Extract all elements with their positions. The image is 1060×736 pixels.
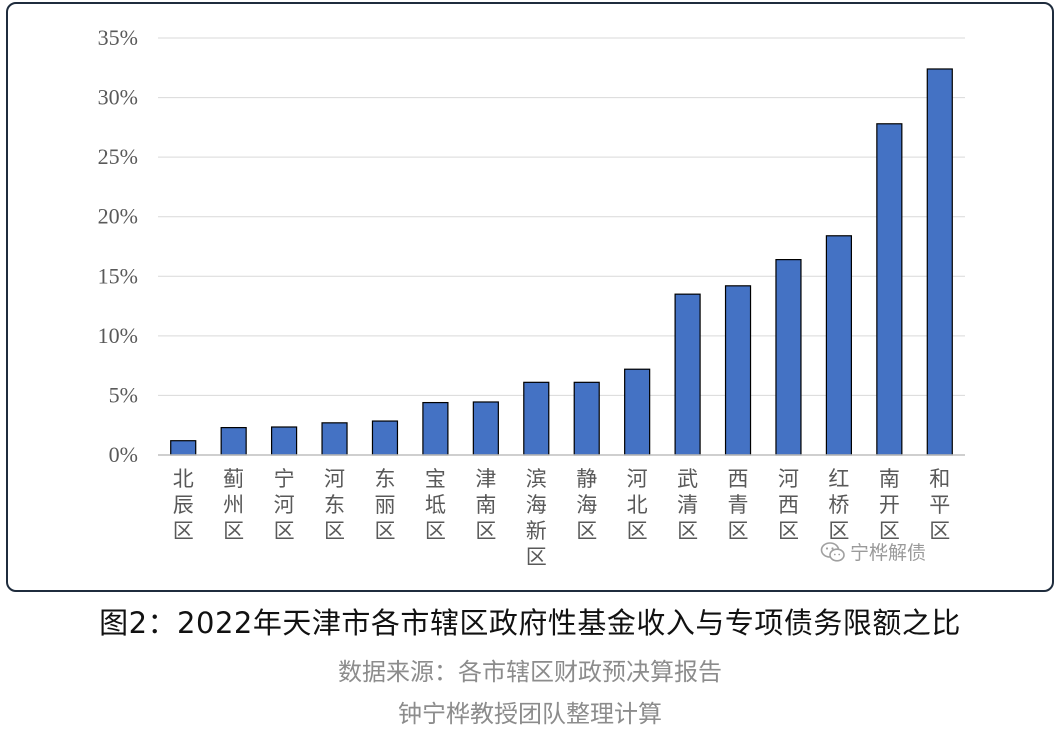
bar: [321, 422, 348, 456]
bar: [825, 235, 853, 456]
y-axis-ticks: 0% 5% 10% 15% 20% 25% 30% 35%: [98, 25, 138, 467]
x-axis-categories: 北辰区 蓟州区 宁河区 河东区 东丽区 宝坻区 津南区 滨海新区 静海区 河北区 武清区 西青区 河西区…: [173, 467, 951, 569]
x-category-label: 河东区: [324, 467, 345, 543]
x-category-label: 武清区: [677, 467, 698, 543]
y-tick-label: 10%: [98, 323, 138, 348]
x-category-label: 河西区: [778, 467, 799, 543]
bar: [674, 293, 701, 456]
x-category-label: 南开区: [879, 467, 900, 543]
x-category-label: 红桥区: [828, 467, 849, 543]
x-category-label: 蓟州区: [223, 467, 244, 543]
x-category-label: 和平区: [929, 467, 950, 543]
y-tick-label: 5%: [109, 382, 138, 407]
bar: [220, 426, 247, 456]
x-category-label: 西青区: [728, 467, 749, 543]
x-category-label: 宝坻区: [425, 467, 446, 543]
x-category-label: 静海区: [576, 467, 597, 543]
wechat-icon: [820, 541, 845, 562]
y-tick-label: 25%: [98, 144, 138, 169]
x-category-label: 滨海新区: [526, 467, 547, 569]
y-tick-label: 30%: [98, 85, 138, 110]
y-tick-label: 35%: [98, 25, 138, 50]
bar: [724, 285, 752, 456]
watermark: 宁桦解债: [820, 538, 926, 565]
bar: [624, 368, 651, 456]
bars: [170, 68, 953, 456]
figure-caption-source: 数据来源：各市辖区财政预决算报告: [338, 658, 722, 686]
bar: [422, 401, 449, 456]
figure-caption-title: 图2：2022年天津市各市辖区政府性基金收入与专项债务限额之比: [99, 606, 961, 640]
watermark-text: 宁桦解债: [850, 542, 927, 564]
y-tick-label: 15%: [98, 263, 138, 288]
bar: [371, 420, 399, 456]
x-category-label: 东丽区: [374, 467, 395, 543]
x-category-label: 河北区: [627, 467, 648, 543]
bar: [926, 68, 953, 456]
bar: [472, 401, 499, 456]
x-category-label: 宁河区: [274, 467, 295, 543]
y-tick-label: 0%: [109, 442, 138, 467]
bar-chart: 0% 5% 10% 15% 20% 25% 30% 35% 北辰区 蓟州区 宁河区 河东区 东丽区 宝坻…: [98, 25, 965, 569]
figure-caption-author: 钟宁桦教授团队整理计算: [398, 700, 662, 728]
y-tick-label: 20%: [98, 204, 138, 229]
x-category-label: 北辰区: [173, 467, 194, 543]
bar: [270, 426, 298, 456]
bar: [876, 123, 903, 456]
bar: [523, 381, 550, 456]
bar: [775, 259, 802, 456]
x-category-label: 津南区: [475, 467, 496, 543]
bar: [170, 440, 197, 456]
bar: [573, 381, 600, 456]
